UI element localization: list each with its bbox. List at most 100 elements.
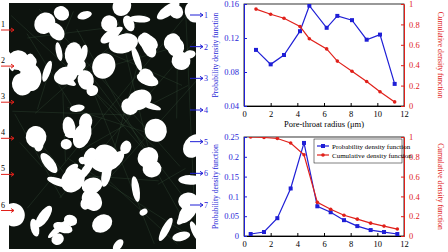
- tick-mark: [324, 233, 325, 236]
- tick: 0: [401, 101, 413, 111]
- tick-mark: [351, 233, 352, 236]
- data-point: [378, 33, 382, 37]
- tick-label: 2: [269, 239, 273, 249]
- tick-label: 1: [409, 132, 413, 142]
- axis-line: [245, 236, 405, 237]
- plot-frame: [244, 4, 404, 106]
- tick-mark: [244, 137, 247, 138]
- tick: 0.12: [224, 33, 247, 43]
- legend-marker: [321, 153, 325, 157]
- pore: [188, 220, 196, 241]
- tick-mark: [401, 65, 404, 66]
- tick-label: 0.25: [224, 132, 239, 142]
- data-point: [269, 12, 273, 16]
- data-point: [262, 230, 266, 234]
- data-point: [356, 217, 360, 221]
- pore: [179, 130, 196, 162]
- axis-line: [404, 5, 405, 107]
- tick-label: 0.15: [224, 172, 239, 182]
- data-point: [369, 221, 373, 225]
- tick-label: 0.6: [409, 172, 420, 182]
- tick-mark: [377, 103, 378, 106]
- data-point: [355, 224, 359, 228]
- tick: 0.16: [224, 0, 247, 9]
- chart: 0246810120.040.080.120.1600.20.40.60.81P…: [211, 0, 445, 129]
- data-point: [249, 137, 253, 139]
- pore: [142, 116, 170, 144]
- axis-line: [244, 5, 245, 107]
- pore: [118, 139, 133, 156]
- pore-space: [9, 3, 196, 249]
- tick-mark: [377, 233, 378, 236]
- tick: 0.04: [224, 101, 247, 111]
- data-point: [369, 228, 373, 232]
- pore: [60, 138, 72, 150]
- tick: 0.4: [401, 60, 420, 70]
- data-point: [396, 227, 400, 231]
- tick-label: 0: [409, 231, 413, 241]
- data-point: [282, 53, 286, 57]
- tick-mark: [244, 4, 247, 5]
- data-point: [365, 80, 369, 84]
- tick: 0: [235, 231, 247, 241]
- legend-marker: [321, 144, 325, 148]
- section-arrow: [190, 13, 203, 17]
- tick: 8: [349, 233, 353, 249]
- section-arrow: [190, 108, 203, 112]
- tick-label: 4: [296, 239, 301, 249]
- tick-label: 8: [349, 109, 353, 119]
- tick: 0.25: [224, 132, 247, 142]
- series-line: [256, 6, 395, 84]
- tick-label: 0.8: [409, 20, 420, 30]
- tick-label: 0.4: [409, 192, 420, 202]
- texture: [27, 12, 189, 208]
- tick-label: 0.12: [224, 33, 239, 43]
- pore: [178, 175, 196, 185]
- micrograph: 1234561234567: [0, 0, 209, 252]
- tick: 1: [401, 132, 413, 142]
- y-axis-title: Probability density function: [211, 12, 220, 97]
- texture: [12, 111, 130, 115]
- y-axis-title: Probability density function: [211, 144, 220, 229]
- tick-mark: [297, 103, 298, 106]
- pore: [70, 123, 93, 144]
- data-point: [378, 90, 382, 94]
- legend: Probability density functionCumulative d…: [314, 139, 412, 163]
- section-label: 6: [204, 169, 208, 178]
- tick-label: 0.05: [224, 211, 239, 221]
- section-arrow: [1, 209, 14, 213]
- x-axis-title: Pore-throat radius (μm): [284, 119, 364, 129]
- pore: [124, 86, 155, 114]
- tick-mark: [244, 157, 247, 158]
- section-label: 6: [1, 201, 5, 210]
- data-point: [269, 62, 273, 66]
- tick-label: 0.2: [409, 81, 420, 91]
- pore: [78, 186, 107, 215]
- data-point: [329, 207, 333, 211]
- section-arrow: [190, 171, 203, 175]
- section-label: 2: [204, 43, 208, 52]
- tick-mark: [401, 4, 404, 5]
- pore: [169, 49, 192, 72]
- data-point: [336, 59, 340, 63]
- tick: 4: [296, 103, 301, 119]
- tick-mark: [401, 24, 404, 25]
- data-point: [302, 153, 306, 157]
- pore: [45, 19, 68, 43]
- data-point: [308, 37, 312, 41]
- data-point: [335, 14, 339, 18]
- pore: [64, 58, 86, 78]
- pore: [109, 3, 135, 19]
- texture: [110, 79, 196, 178]
- x-axis: 024681012: [242, 233, 408, 249]
- tick: 0.15: [224, 172, 247, 182]
- section-label: 3: [1, 92, 5, 101]
- tick-mark: [244, 177, 247, 178]
- tick-mark: [244, 106, 247, 107]
- section-arrow: [1, 136, 14, 140]
- data-point: [350, 70, 354, 74]
- tick-label: 10: [374, 239, 383, 249]
- section-label: 4: [1, 128, 5, 137]
- tick: 0.2: [401, 81, 420, 91]
- tick-label: 4: [296, 109, 301, 119]
